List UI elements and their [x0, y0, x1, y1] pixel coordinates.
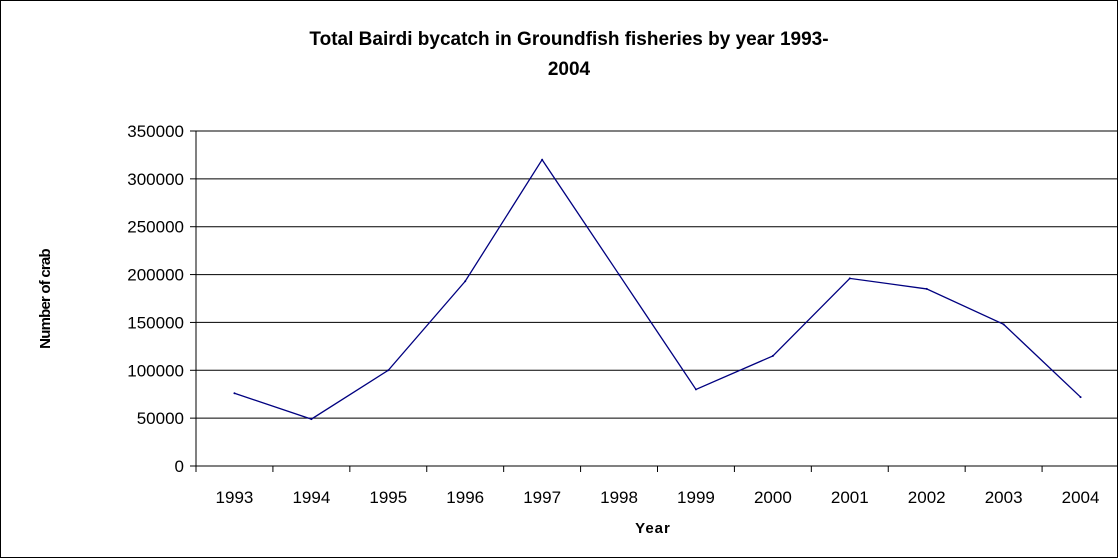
data-point: [1079, 396, 1082, 399]
x-tick-label: 1994: [292, 488, 330, 507]
y-tick-labels: 0 50000 100000 150000 200000 250000 300000 3500…: [127, 122, 184, 476]
series-layer: [233, 158, 1082, 421]
data-point: [464, 280, 467, 283]
data-point: [771, 354, 774, 357]
x-tick-label: 2004: [1062, 488, 1100, 507]
x-tick-label: 2001: [831, 488, 869, 507]
x-tick-label: 1999: [677, 488, 715, 507]
y-tick-label: 200000: [127, 266, 184, 285]
chart-title-line-1: Total Bairdi bycatch in Groundfish fishe…: [309, 29, 828, 50]
x-tick-label: 2002: [908, 488, 946, 507]
data-point: [1002, 323, 1005, 326]
y-tick-label: 50000: [137, 409, 184, 428]
series-line: [234, 158, 1081, 420]
gridlines: [196, 130, 1118, 419]
chart-title-line-2: 2004: [548, 59, 591, 80]
data-point: [848, 277, 851, 280]
x-axis-title: Year: [635, 520, 671, 537]
y-tick-label: 350000: [127, 122, 184, 141]
y-tick-label: 150000: [127, 313, 184, 332]
x-tick-label: 1995: [369, 488, 407, 507]
data-point: [541, 158, 544, 161]
y-tick-label: 300000: [127, 170, 184, 189]
x-tick-labels: 1993 1994 1995 1996 1997 1998 1999 2000 2001 2002…: [216, 488, 1100, 507]
data-point: [387, 369, 390, 372]
data-point: [925, 287, 928, 290]
data-point: [310, 418, 313, 421]
x-tick-label: 2000: [754, 488, 792, 507]
y-tick-label: 250000: [127, 218, 184, 237]
data-point: [694, 388, 697, 391]
y-axis-title: Number of crab: [37, 249, 54, 349]
data-point: [233, 392, 236, 395]
x-tick-label: 2003: [985, 488, 1023, 507]
x-tick-label: 1998: [600, 488, 638, 507]
y-tick-label: 0: [175, 457, 184, 476]
axes: [190, 130, 1118, 472]
x-tick-label: 1996: [446, 488, 484, 507]
x-tick-label: 1993: [216, 488, 254, 507]
y-tick-label: 100000: [127, 361, 184, 380]
x-tick-label: 1997: [523, 488, 561, 507]
data-point: [618, 273, 621, 276]
